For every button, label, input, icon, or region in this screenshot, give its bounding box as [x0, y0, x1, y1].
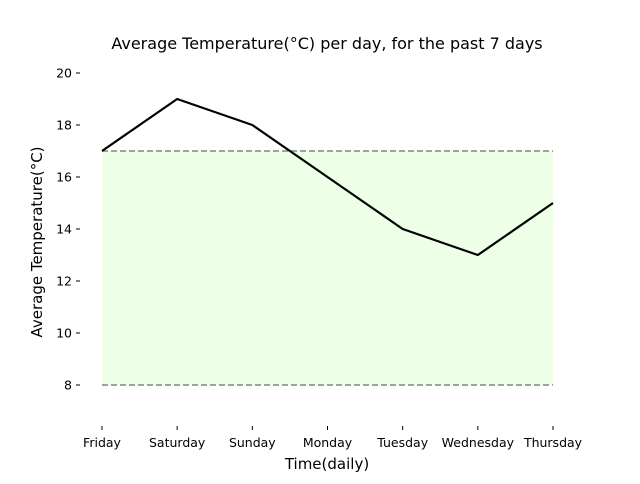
y-tick-label-10: 10: [56, 326, 72, 341]
chart-title: Average Temperature(°C) per day, for the…: [111, 34, 542, 53]
y-tick-label-20: 20: [56, 66, 72, 81]
x-tick-label-saturday: Saturday: [149, 435, 206, 450]
x-tick-label-thursday: Thursday: [523, 435, 583, 450]
plot-area: 8 10 12 14 16 18 20 Friday Saturday Sunday Monday T…: [56, 66, 583, 451]
y-tick-label-12: 12: [56, 274, 72, 289]
y-tick-label-18: 18: [56, 118, 72, 133]
x-tick-label-monday: Monday: [303, 435, 353, 450]
x-axis-label: Time(daily): [284, 455, 369, 473]
x-tick-label-wednesday: Wednesday: [442, 435, 515, 450]
x-tick-label-sunday: Sunday: [229, 435, 276, 450]
y-tick-label-8: 8: [64, 378, 72, 393]
comfort-band: [102, 151, 553, 385]
y-axis-label: Average Temperature(°C): [28, 146, 46, 337]
x-tick-label-friday: Friday: [83, 435, 121, 450]
y-tick-label-16: 16: [56, 170, 72, 185]
y-tick-label-14: 14: [56, 222, 72, 237]
x-tick-label-tuesday: Tuesday: [376, 435, 428, 450]
